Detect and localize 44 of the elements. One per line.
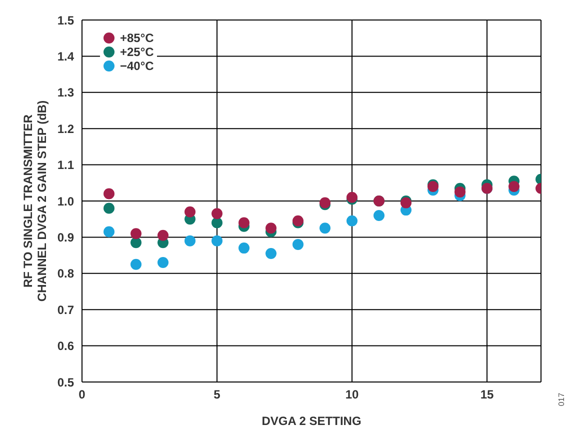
y-tick-label: 0.9 bbox=[57, 230, 74, 244]
point bbox=[130, 237, 142, 248]
point bbox=[374, 210, 384, 221]
y-tick-label: 0.5 bbox=[57, 375, 74, 390]
y-tick-label: 0.8 bbox=[57, 266, 74, 281]
x-tick-label: 15 bbox=[480, 388, 494, 402]
x-tick-label: 5 bbox=[214, 388, 221, 402]
x-tick-label: 0 bbox=[78, 388, 86, 402]
text: 017 bbox=[556, 392, 566, 406]
point bbox=[184, 235, 196, 246]
point bbox=[184, 206, 196, 218]
point bbox=[104, 202, 114, 214]
point bbox=[346, 215, 358, 226]
y-tick-label: 1.3 bbox=[57, 86, 74, 100]
y-tick-label: 0.7 bbox=[57, 302, 74, 317]
point bbox=[158, 257, 168, 268]
legend-label: −40°C bbox=[120, 59, 154, 73]
point bbox=[238, 217, 250, 228]
point bbox=[320, 222, 330, 234]
point bbox=[212, 235, 222, 246]
point bbox=[212, 217, 222, 228]
point bbox=[130, 258, 142, 270]
point bbox=[104, 188, 114, 200]
point bbox=[104, 226, 114, 238]
point bbox=[266, 248, 276, 259]
point bbox=[292, 238, 304, 250]
y-tick-label: 1.0 bbox=[57, 194, 74, 208]
y-tick-label: 1.2 bbox=[57, 122, 74, 136]
point bbox=[212, 208, 222, 220]
y-tick-label: 1.1 bbox=[57, 158, 74, 172]
point bbox=[454, 186, 466, 198]
point bbox=[508, 181, 520, 192]
y-tick-label: 0.6 bbox=[57, 339, 74, 354]
point bbox=[238, 242, 250, 254]
legend-label: +85°C bbox=[120, 31, 154, 45]
y-tick-label: 1.4 bbox=[57, 49, 74, 64]
point bbox=[158, 230, 168, 241]
y-tick-label: 1.5 bbox=[57, 13, 74, 28]
point bbox=[130, 228, 142, 240]
point bbox=[266, 222, 276, 234]
legend-label: +25°C bbox=[120, 45, 154, 59]
x-tick-label: 10 bbox=[345, 388, 359, 402]
x-axis-title: DVGA 2 SETTING bbox=[262, 414, 362, 428]
y-axis-title: RF TO SINGLE TRANSMITTER CHANNEL DVGA 2 GAIN STEP (dB) bbox=[21, 100, 49, 302]
